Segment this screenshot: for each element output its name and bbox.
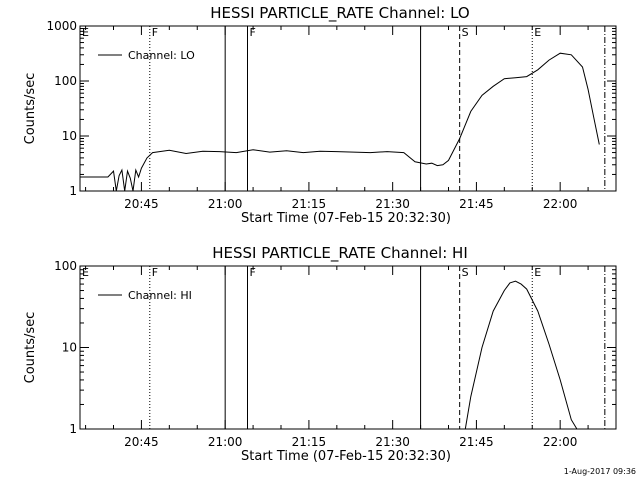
annotation-label: S — [462, 266, 469, 279]
annotation-label: F — [250, 26, 256, 39]
annotation-label: F — [250, 266, 256, 279]
legend-label: Channel: HI — [128, 289, 192, 302]
x-tick-label: 21:45 — [459, 197, 494, 211]
x-axis-label: Start Time (07-Feb-15 20:32:30) — [241, 449, 451, 464]
y-tick-label: 100 — [54, 259, 77, 273]
x-tick-label: 21:30 — [375, 197, 410, 211]
legend-label: Channel: LO — [128, 49, 195, 62]
annotation-label: S — [462, 26, 469, 39]
x-tick-label: 22:00 — [543, 197, 578, 211]
footer-timestamp: 1-Aug-2017 09:36 — [564, 467, 636, 476]
series-line-channel-hi — [464, 280, 578, 430]
x-tick-label: 21:45 — [459, 435, 494, 449]
y-tick-label: 100 — [54, 74, 77, 88]
lo-channel-plot: E F F S E 1 10 100 1000 20:45 21:00 21:15 21:30 21:45… — [23, 4, 617, 226]
annotation-label: F — [152, 26, 158, 39]
chart-title: HESSI PARTICLE_RATE Channel: HI — [212, 244, 468, 263]
x-tick-label: 21:15 — [292, 435, 327, 449]
x-tick-label: 21:15 — [292, 197, 327, 211]
y-tick-label: 10 — [62, 129, 77, 143]
x-tick-label: 22:00 — [543, 435, 578, 449]
x-axis-label: Start Time (07-Feb-15 20:32:30) — [241, 211, 451, 226]
annotation-label: E — [534, 26, 541, 39]
annotation-label: E — [82, 26, 89, 39]
y-tick-label: 1 — [69, 184, 77, 198]
x-tick-label: 21:00 — [208, 435, 243, 449]
x-tick-label: 21:30 — [375, 435, 410, 449]
y-tick-label: 10 — [62, 341, 77, 355]
y-axis-label: Counts/sec — [23, 73, 38, 145]
x-tick-label: 20:45 — [124, 197, 159, 211]
annotation-label: E — [534, 266, 541, 279]
plot-frame — [79, 25, 617, 192]
annotation-label: F — [152, 266, 158, 279]
x-tick-label: 20:45 — [124, 435, 159, 449]
y-tick-label: 1 — [69, 422, 77, 436]
y-tick-label: 1000 — [46, 19, 77, 33]
annotation-label: E — [82, 266, 89, 279]
y-axis-label: Counts/sec — [23, 312, 38, 384]
chart-title: HESSI PARTICLE_RATE Channel: LO — [210, 4, 469, 23]
series-line-channel-lo — [80, 52, 600, 192]
x-tick-label: 21:00 — [208, 197, 243, 211]
hi-channel-plot: E F F S E 1 10 100 20:45 21:00 21:15 21:30 21:45 22:0… — [23, 244, 617, 464]
